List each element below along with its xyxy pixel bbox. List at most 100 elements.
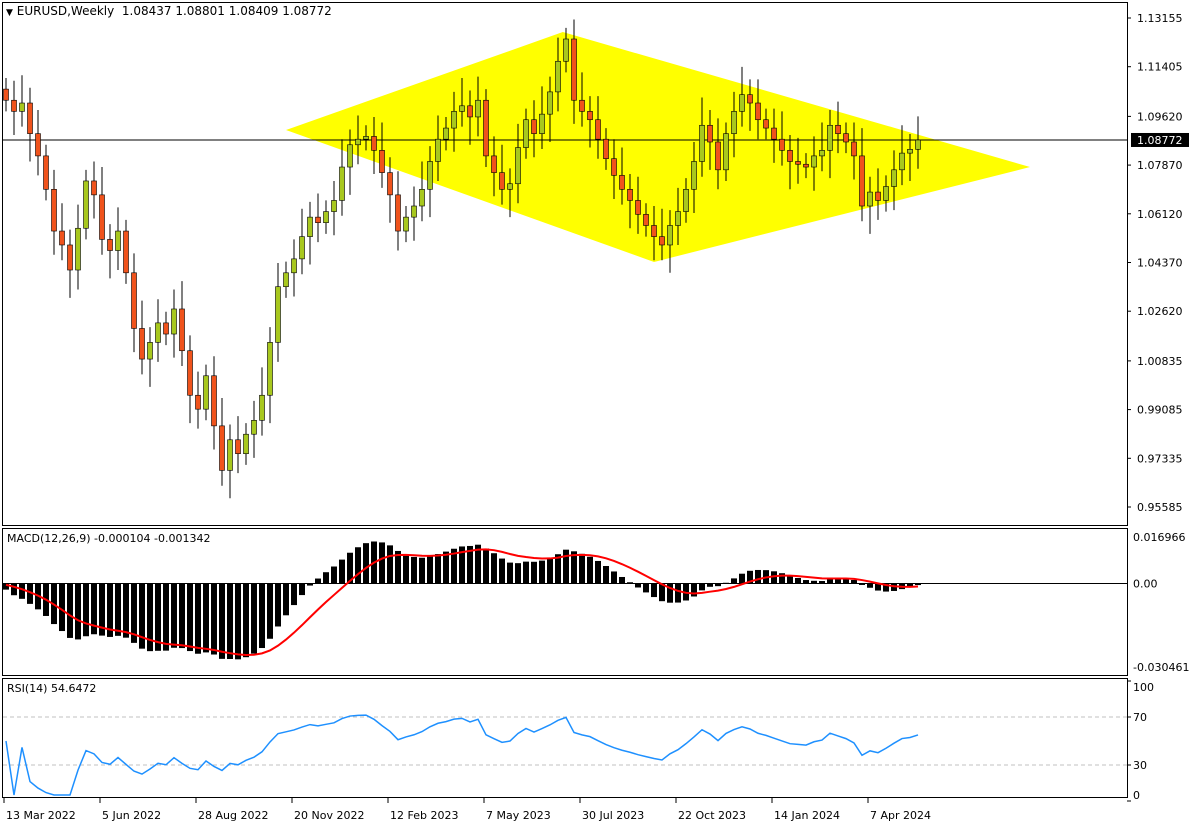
macd-bar [915, 583, 921, 586]
candle-body [531, 119, 537, 134]
macd-pane [3, 541, 1127, 660]
price-tick-label: 1.06120 [1137, 208, 1183, 221]
candle-body [371, 136, 377, 151]
macd-bar [419, 557, 425, 584]
collapse-triangle-icon[interactable]: ▼ [6, 8, 13, 18]
macd-bar [139, 583, 145, 649]
rsi-tick-label: 0 [1133, 789, 1140, 802]
candle-body [819, 150, 825, 157]
macd-tick-label: 0.016966 [1133, 531, 1186, 544]
candle-body [619, 175, 625, 190]
price-tick-label: 1.09620 [1137, 110, 1183, 123]
macd-bar [803, 580, 809, 584]
candle-body [539, 113, 545, 134]
macd-bar [187, 583, 193, 652]
candle-body [83, 180, 89, 229]
candle-body [187, 350, 193, 396]
candle-body [667, 225, 673, 246]
candle-body [395, 194, 401, 232]
date-tick-label: 5 Jun 2022 [102, 809, 161, 822]
macd-bar [123, 583, 129, 638]
macd-bar [611, 571, 617, 584]
macd-bar [107, 583, 113, 637]
candle-body [179, 308, 185, 352]
macd-bar [283, 583, 289, 616]
price-pane-frame [2, 2, 1128, 526]
candle-body [723, 133, 729, 171]
candle-body [315, 216, 321, 224]
macd-bar [99, 583, 105, 636]
macd-bar [707, 583, 713, 587]
macd-bar [827, 579, 833, 584]
candle-body [851, 141, 857, 157]
candle-body [891, 169, 897, 187]
candle-body [579, 99, 585, 112]
candle-body [19, 102, 25, 112]
candle-body [443, 127, 449, 140]
macd-bar [563, 549, 569, 584]
candle-body [355, 138, 361, 146]
macd-bar [315, 578, 321, 584]
macd-bar [219, 583, 225, 659]
candle-body [243, 433, 249, 455]
rsi-pane-frame [2, 678, 1128, 798]
macd-signal-line [5, 548, 919, 656]
macd-bar [379, 542, 385, 584]
date-tick-label: 7 May 2023 [486, 809, 551, 822]
date-tick-label: 30 Jul 2023 [582, 809, 644, 822]
candle-body [651, 225, 657, 237]
macd-bar [179, 583, 185, 649]
candle-body [563, 38, 569, 62]
candle-body [171, 308, 177, 335]
macd-bar [587, 556, 593, 584]
macd-bar [59, 583, 65, 632]
macd-bar [235, 583, 241, 660]
rsi-tick-label: 100 [1133, 681, 1154, 694]
candle-body [299, 236, 305, 260]
candle-body [795, 161, 801, 165]
rsi-tick-label: 30 [1133, 759, 1147, 772]
macd-bar [627, 582, 633, 584]
candle-body [595, 119, 601, 140]
candle-body [275, 286, 281, 343]
candle-body [251, 420, 257, 435]
candle-body [347, 144, 353, 168]
candle-body [339, 166, 345, 201]
candle-body [499, 172, 505, 190]
candle-body [763, 119, 769, 129]
candle-body [635, 200, 641, 215]
macd-pane-frame [2, 528, 1128, 676]
price-tick-label: 1.07870 [1137, 159, 1183, 172]
macd-bar [323, 572, 329, 584]
macd-bar [443, 551, 449, 584]
candle-body [115, 230, 121, 251]
macd-bar [395, 550, 401, 584]
candle-body [611, 158, 617, 176]
candle-body [907, 149, 913, 154]
candle-body [283, 272, 289, 288]
candle-body [419, 189, 425, 207]
macd-bar [403, 554, 409, 584]
macd-bar [91, 583, 97, 635]
macd-bar [203, 583, 209, 653]
candle-body [771, 127, 777, 140]
price-tick-label: 0.95585 [1137, 501, 1183, 514]
candle-body [51, 189, 57, 232]
candle-body [715, 141, 721, 171]
candle-body [627, 189, 633, 201]
candle-body [291, 258, 297, 274]
macd-bar [875, 583, 881, 591]
candle-body [155, 322, 161, 343]
current-price-badge [1131, 132, 1189, 147]
macd-bar [483, 548, 489, 584]
macd-bar [307, 583, 313, 586]
date-tick-label: 14 Jan 2024 [774, 809, 840, 822]
macd-bar [603, 566, 609, 584]
candle-body [147, 342, 153, 360]
price-tick-label: 0.97335 [1137, 452, 1183, 465]
candle-body [203, 375, 209, 410]
macd-bar [11, 583, 17, 596]
macd-bar [859, 583, 865, 585]
candle-body [835, 124, 841, 134]
